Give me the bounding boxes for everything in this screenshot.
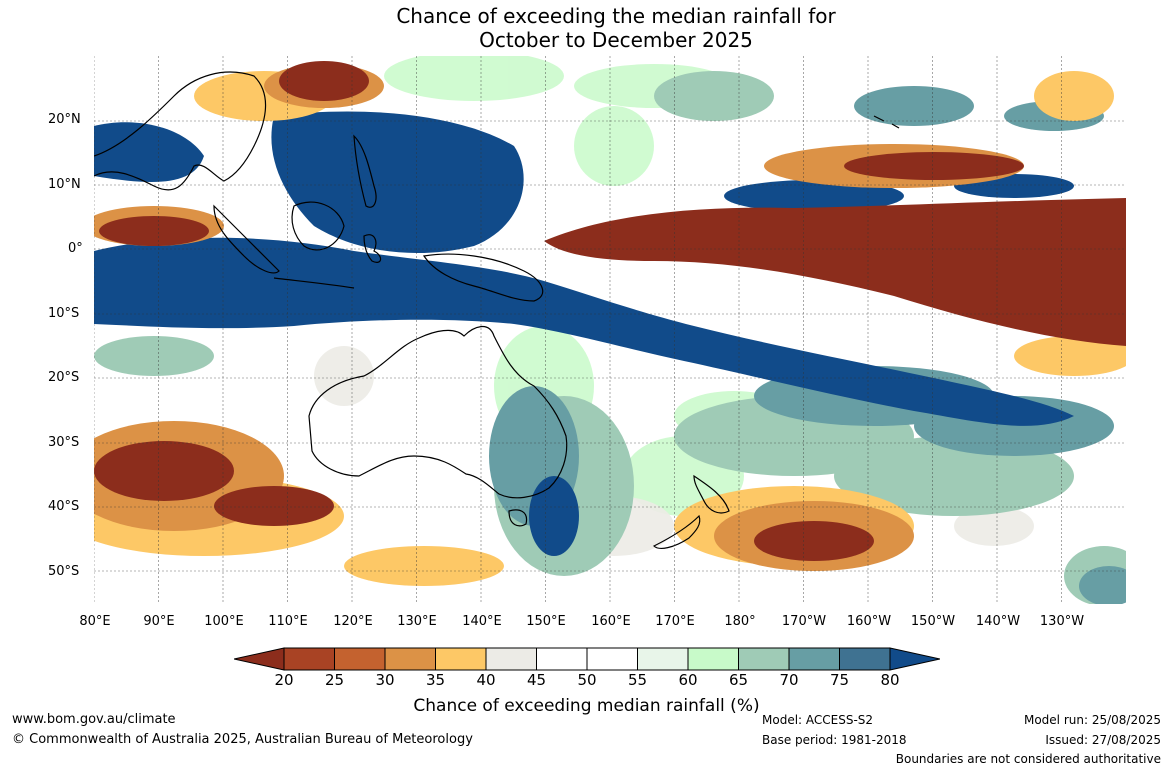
lon-label-120e: 120°E bbox=[333, 614, 373, 629]
lon-label-130e: 130°E bbox=[397, 614, 437, 629]
borneo-coast bbox=[291, 201, 345, 251]
colorbar-tick-20: 20 bbox=[274, 671, 294, 689]
colorbar-tick-40: 40 bbox=[476, 671, 496, 689]
wet-signal-regions bbox=[94, 111, 1074, 556]
colorbar-tick-25: 25 bbox=[324, 671, 345, 689]
footer-url[interactable]: www.bom.gov.au/climate bbox=[12, 712, 176, 727]
colorbar-box-45-50 bbox=[536, 647, 588, 671]
colorbar-tick-50: 50 bbox=[577, 671, 597, 689]
colorbar-tick-75: 75 bbox=[829, 671, 850, 689]
new-zealand-south bbox=[652, 514, 701, 549]
coastlines bbox=[94, 71, 900, 549]
footer-issued: Issued: 27/08/2025 bbox=[1045, 733, 1161, 747]
colorbar-tick-30: 30 bbox=[375, 671, 395, 689]
lon-label-150e: 150°E bbox=[526, 614, 566, 629]
lon-label-90e: 90°E bbox=[143, 614, 175, 629]
footer-model: Model: ACCESS-S2 bbox=[762, 713, 874, 727]
colorbar-tick-45: 45 bbox=[526, 671, 547, 689]
colorbar-box-50-55 bbox=[586, 647, 638, 671]
colorbar-label: Chance of exceeding median rainfall (%) bbox=[413, 696, 760, 716]
new-zealand-north bbox=[693, 474, 730, 514]
lat-label-20s: 20°S bbox=[48, 370, 80, 385]
lat-label-20n: 20°N bbox=[48, 112, 81, 127]
colorbar-box-25-30 bbox=[334, 647, 386, 671]
dry-signal-regions bbox=[94, 61, 1126, 561]
lon-label-160e: 160°E bbox=[591, 614, 631, 629]
lat-label-10s: 10°S bbox=[48, 306, 80, 321]
lat-label-10n: 10°N bbox=[48, 177, 81, 192]
lon-label-150w: 150°W bbox=[910, 614, 956, 629]
forecast-map bbox=[94, 56, 1126, 604]
colorbar-tick-35: 35 bbox=[425, 671, 446, 689]
colorbar-tick-65: 65 bbox=[728, 671, 749, 689]
colorbar bbox=[234, 647, 940, 671]
colorbar-tick-55: 55 bbox=[627, 671, 648, 689]
title-line-1: Chance of exceeding the median rainfall … bbox=[396, 4, 836, 28]
colorbar-tick-60: 60 bbox=[678, 671, 698, 689]
tasmania-coast bbox=[508, 509, 528, 527]
asia-coast bbox=[94, 71, 267, 191]
map-canvas bbox=[94, 56, 1126, 604]
colorbar-box-30-35 bbox=[384, 647, 436, 671]
lon-label-110e: 110°E bbox=[268, 614, 308, 629]
title-line-2: October to December 2025 bbox=[479, 28, 753, 52]
lat-label-equator: 0° bbox=[68, 241, 83, 256]
footer-base-period: Base period: 1981-2018 bbox=[762, 733, 907, 747]
lon-label-140e: 140°E bbox=[462, 614, 502, 629]
lon-label-130w: 130°W bbox=[1039, 614, 1085, 629]
lat-label-30s: 30°S bbox=[48, 435, 80, 450]
colorbar-box-20-25 bbox=[283, 647, 335, 671]
colorbar-box-65-70 bbox=[738, 647, 790, 671]
colorbar-tick-80: 80 bbox=[880, 671, 900, 689]
hawaii-islands bbox=[873, 115, 900, 129]
australia-coast bbox=[308, 326, 568, 499]
colorbar-box-35-40 bbox=[435, 647, 487, 671]
lon-label-180: 180° bbox=[724, 614, 756, 629]
sumatra-coast bbox=[213, 204, 280, 274]
new-guinea-coast bbox=[422, 253, 544, 302]
footer-model-run: Model run: 25/08/2025 bbox=[1023, 713, 1161, 727]
lon-label-170w: 170°W bbox=[781, 614, 827, 629]
footer-disclaimer: Boundaries are not considered authoritat… bbox=[895, 752, 1161, 766]
lon-label-80e: 80°E bbox=[79, 614, 111, 629]
lat-label-40s: 40°S bbox=[48, 499, 80, 514]
colorbar-box-60-65 bbox=[687, 647, 739, 671]
lon-label-170e: 170°E bbox=[655, 614, 695, 629]
colorbar-min-extend bbox=[234, 647, 285, 671]
colorbar-box-70-75 bbox=[788, 647, 840, 671]
lon-label-140w: 140°W bbox=[975, 614, 1021, 629]
colorbar-box-55-60 bbox=[637, 647, 689, 671]
colorbar-box-75-80 bbox=[839, 647, 891, 671]
lat-label-50s: 50°S bbox=[48, 564, 80, 579]
colorbar-box-40-45 bbox=[485, 647, 537, 671]
sulawesi-coast bbox=[363, 234, 382, 263]
footer-copyright: © Commonwealth of Australia 2025, Austra… bbox=[12, 732, 473, 747]
java-coast bbox=[273, 277, 355, 289]
colorbar-tick-70: 70 bbox=[779, 671, 799, 689]
graticule bbox=[94, 56, 1126, 604]
colorbar-max-extend bbox=[889, 647, 940, 671]
philippines-coast bbox=[353, 134, 377, 208]
lon-label-100e: 100°E bbox=[204, 614, 244, 629]
lon-label-160w: 160°W bbox=[846, 614, 892, 629]
map-title: Chance of exceeding the median rainfall … bbox=[0, 4, 1173, 52]
